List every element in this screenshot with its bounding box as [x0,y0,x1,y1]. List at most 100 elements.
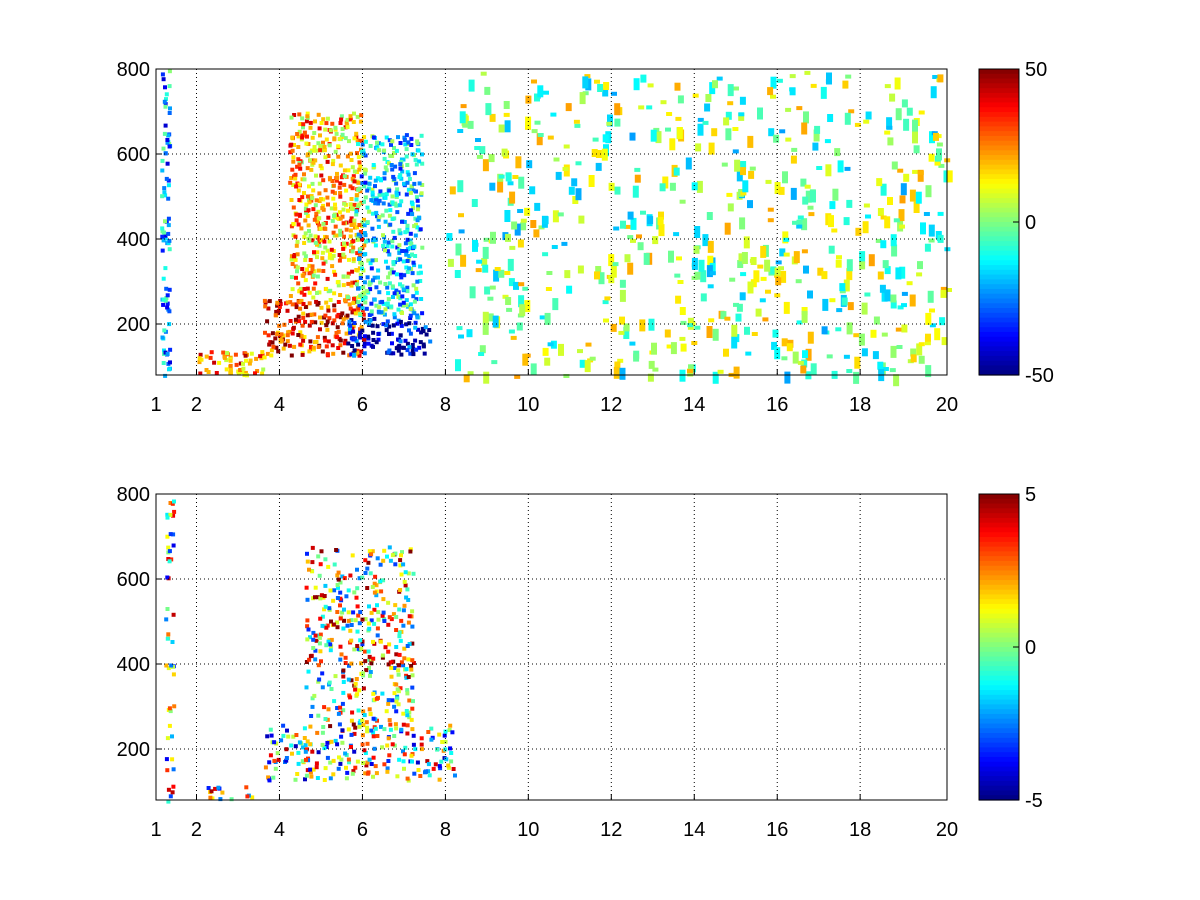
heatmap-cell [345,623,350,628]
heatmap-cell [369,728,374,733]
heatmap-cell [928,153,935,162]
heatmap-cell [348,330,353,335]
heatmap-cell [345,313,350,318]
heatmap-cell [294,218,299,223]
heatmap-cell [170,501,175,506]
colorbar-swatch [979,560,1019,567]
heatmap-cell [323,245,328,250]
heatmap-cell [326,202,330,207]
heatmap-cell [348,184,353,189]
heatmap-cell [337,253,342,257]
heatmap-cell [362,243,367,248]
heatmap-cell [889,368,896,373]
heatmap-cell [636,234,642,239]
heatmap-cell [807,290,813,299]
heatmap-cell [320,206,325,211]
heatmap-cell [316,633,321,638]
heatmap-cell [358,312,363,316]
heatmap-cell [946,170,953,183]
heatmap-cell [482,159,489,172]
heatmap-cell [688,364,694,373]
heatmap-cell [395,321,400,326]
heatmap-cell [331,351,336,356]
heatmap-cell [748,170,755,179]
heatmap-cell [359,147,364,152]
heatmap-cell [479,345,486,354]
heatmap-cell [379,310,384,315]
heatmap-cell [749,166,756,171]
heatmap-cell [401,562,406,567]
heatmap-cell [329,739,334,744]
heatmap-cell [604,296,611,301]
heatmap-cell [484,286,491,295]
heatmap-cell [820,86,827,99]
heatmap-cell [397,634,402,639]
heatmap-cell [844,166,851,171]
heatmap-cell [890,345,897,358]
heatmap-cell [300,133,305,138]
heatmap-cell [319,121,324,125]
heatmap-cell [315,776,320,780]
heatmap-cell [302,234,307,239]
heatmap-cell [345,125,350,130]
heatmap-cell [467,120,474,129]
heatmap-cell [164,286,169,291]
heatmap-cell [400,284,405,289]
heatmap-cell [712,80,718,89]
heatmap-cell [517,209,524,213]
heatmap-cell [307,323,312,328]
heatmap-cell [774,182,781,194]
heatmap-cell [863,203,870,208]
heatmap-cell [405,223,410,228]
x-tick-label: 18 [849,819,871,841]
heatmap-cell [332,318,337,323]
heatmap-cell [476,259,483,264]
colorbar-swatch [979,728,1019,734]
heatmap-cell [404,675,409,680]
heatmap-cell [640,74,647,83]
heatmap-cell [458,229,465,234]
heatmap-cell [451,767,456,771]
heatmap-cell [796,219,803,228]
heatmap-cell [391,612,396,617]
heatmap-cell [322,148,327,153]
heatmap-cell [166,223,171,228]
heatmap-cell [356,306,361,311]
heatmap-cell [404,303,409,308]
heatmap-cell [358,293,363,298]
heatmap-cell [268,340,273,345]
heatmap-cell [419,742,424,747]
heatmap-cell [342,254,347,259]
heatmap-cell [392,666,397,670]
heatmap-cell [308,339,313,344]
heatmap-cell [440,740,445,744]
heatmap-cell [488,154,495,163]
colorbar-swatch [979,360,1019,367]
heatmap-cell [299,226,304,231]
heatmap-cell [707,255,714,268]
heatmap-cell [687,323,694,328]
heatmap-cell [739,292,746,301]
heatmap-cell [334,331,339,335]
heatmap-cell [296,333,301,337]
heatmap-cell [618,330,625,335]
heatmap-cell [501,148,508,157]
heatmap-cell [482,264,489,273]
heatmap-cell [884,266,891,275]
heatmap-cell [402,646,407,651]
heatmap-cell [317,677,322,682]
heatmap-cell [405,229,410,234]
colorbar-swatch [979,522,1019,529]
heatmap-cell [337,722,342,727]
heatmap-cell [400,550,404,555]
heatmap-cell [314,765,319,770]
heatmap-cell [307,200,312,205]
heatmap-cell [772,329,779,338]
heatmap-cell [306,208,311,213]
heatmap-cell [585,342,592,347]
heatmap-cell [234,362,239,367]
heatmap-cell [304,585,309,590]
heatmap-cell [304,267,309,272]
heatmap-cell [692,93,699,98]
heatmap-cell [591,149,598,157]
